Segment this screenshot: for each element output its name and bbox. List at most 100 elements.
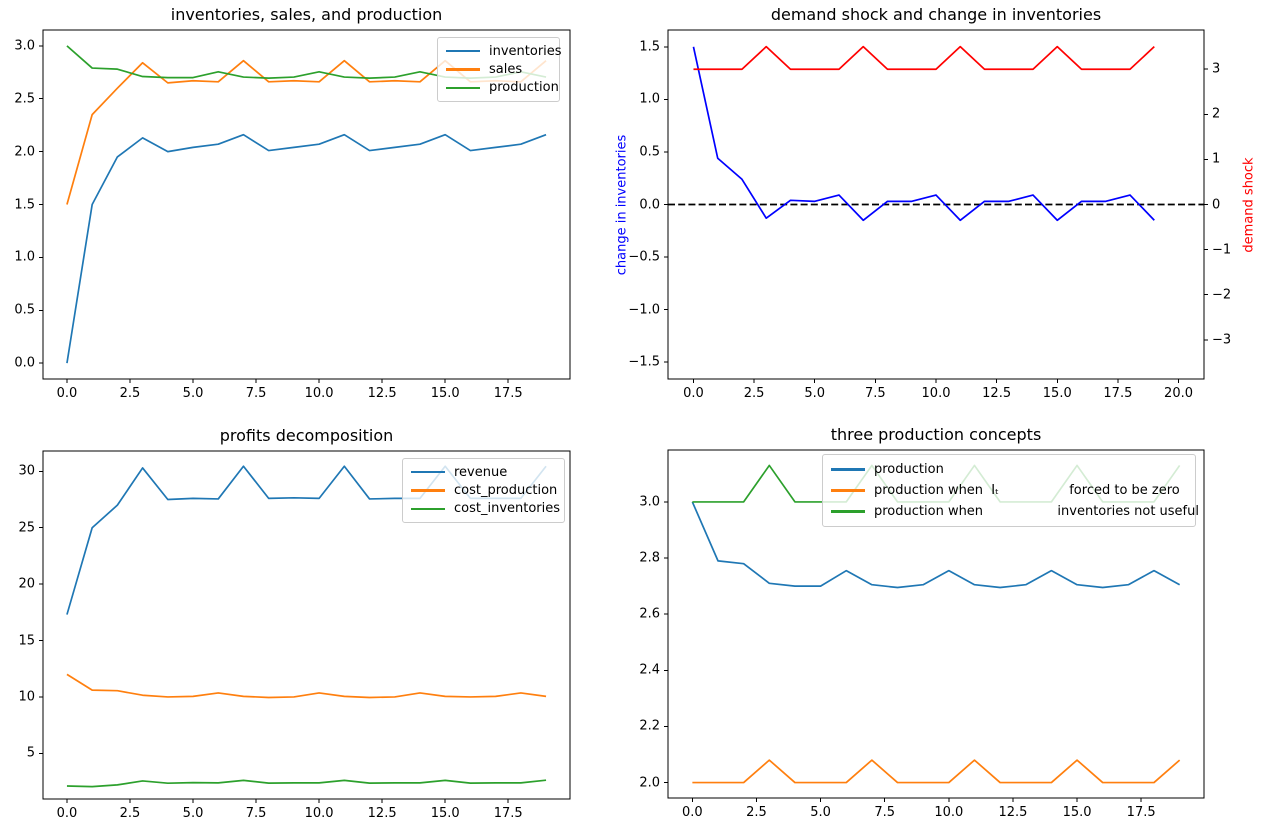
legend-inventories-sales-production: inventories sales production: [437, 37, 562, 102]
x-tick-label: 12.5: [998, 805, 1028, 820]
plot-title-profits-decomposition: profits decomposition: [219, 426, 394, 445]
y-tick-label: 20: [18, 576, 35, 592]
legend-profits-decomposition: revenue cost_production cost_inventories: [402, 458, 565, 523]
x-tick-label: 0.0: [682, 805, 703, 820]
series-line-production: [691, 501, 1181, 589]
x-tick-label: 7.5: [245, 386, 267, 401]
x-tick-label: 0.0: [56, 386, 78, 401]
y-tick-label: 30: [18, 463, 35, 479]
y-tick-label-right: 2: [1212, 106, 1221, 122]
x-tick-label: 17.5: [493, 806, 523, 821]
x-tick-label: 17.5: [1103, 386, 1133, 401]
y-tick-label: 1.0: [14, 249, 35, 265]
legend-entry: inventories: [446, 44, 562, 59]
legend-three-production-concepts: production production when Iₜ forced to b…: [822, 454, 1199, 527]
plot-title-inventories-sales-production: inventories, sales, and production: [170, 5, 443, 24]
legend-entry: production: [446, 80, 559, 95]
y-tick-label: 5: [26, 745, 35, 761]
y-tick-label: 2.2: [639, 718, 660, 734]
x-tick-label: 7.5: [874, 805, 896, 820]
legend-line-swatch: [411, 489, 445, 492]
y-tick-label: 0.0: [639, 197, 660, 212]
y-tick-label: −1.0: [628, 302, 660, 318]
y-tick-label: 25: [18, 520, 35, 536]
y-tick-label-right: −3: [1212, 332, 1232, 348]
legend-entry-label: production when inventories not useful: [874, 504, 1199, 519]
legend-line-swatch: [446, 86, 480, 90]
legend-entry-label: production: [874, 462, 944, 477]
legend-entry-label: inventories: [489, 43, 562, 59]
plot-title-three-production-concepts: three production concepts: [830, 425, 1042, 444]
y-tick-label: 2.0: [14, 144, 35, 160]
axes-border-three-production-concepts: [667, 449, 1205, 799]
legend-entry-label: production: [489, 80, 559, 96]
y-tick-label: 0.5: [639, 144, 660, 160]
legend-entry: sales: [446, 62, 551, 77]
y-tick-label-right: 1: [1212, 151, 1221, 167]
legend-entry-label: production when Iₜ forced to be zero: [874, 483, 1180, 498]
legend-entry-label: cost_inventories: [454, 501, 561, 517]
x-tick-label: 15.0: [430, 806, 460, 821]
legend-line-swatch: [411, 507, 445, 511]
y-tick-label: −0.5: [628, 249, 660, 265]
y-tick-label: 2.5: [14, 91, 35, 107]
x-tick-label: 5.0: [810, 805, 831, 820]
legend-entry-label: sales: [489, 61, 523, 77]
series-line-production-when-i-t-forced-to-be-zero: [692, 759, 1181, 784]
x-tick-label: 12.5: [367, 806, 397, 821]
y-tick-label: 3.0: [14, 38, 35, 54]
y-tick-label: 2.0: [639, 775, 660, 791]
x-tick-label: 10.0: [934, 805, 964, 820]
y-tick-label: 2.4: [639, 662, 660, 678]
legend-entry: revenue: [411, 465, 556, 480]
legend-line-swatch: [411, 470, 445, 474]
legend-entry: production: [831, 462, 1187, 477]
y-tick-label-right: 3: [1212, 61, 1221, 77]
x-tick-label: 0.0: [56, 806, 78, 821]
plot-title-demand-shock-change-in-inventories: demand shock and change in inventories: [770, 5, 1102, 24]
y-tick-label: 10: [18, 689, 35, 705]
y-tick-label: 15: [18, 633, 35, 648]
x-tick-label: 15.0: [430, 386, 460, 401]
x-tick-label: 7.5: [865, 386, 886, 401]
y-tick-label: 1.5: [639, 39, 660, 55]
x-tick-label: 5.0: [182, 386, 204, 401]
y-tick-label: −1.5: [628, 354, 660, 370]
series-line-change-in-inventories: [692, 46, 1155, 222]
legend-line-swatch: [446, 49, 480, 53]
x-tick-label: 17.5: [493, 386, 523, 401]
x-tick-label: 5.0: [182, 806, 204, 821]
y-axis-label-right: demand shock: [1241, 156, 1257, 253]
legend-entry: production when inventories not useful: [831, 504, 1199, 519]
x-tick-label: 20.0: [1164, 386, 1194, 401]
x-tick-label: 17.5: [1126, 805, 1156, 820]
x-tick-label: 10.0: [921, 386, 951, 401]
y-tick-label: 2.6: [639, 606, 660, 622]
series-line-demand-shock: [693, 45, 1155, 71]
series-line-inventories: [66, 133, 547, 364]
x-tick-label: 2.5: [119, 806, 141, 821]
x-tick-label: 5.0: [804, 386, 826, 401]
x-tick-label: 2.5: [743, 386, 765, 401]
x-tick-label: 15.0: [1062, 805, 1092, 820]
series-line-cost-inventories: [66, 779, 547, 788]
axes-border-profits-decomposition: [42, 450, 571, 800]
series-line-cost-production: [66, 673, 547, 699]
x-tick-label: 0.0: [683, 386, 704, 401]
legend-entry: cost_inventories: [411, 501, 560, 516]
y-tick-label-right: −2: [1212, 287, 1232, 303]
x-tick-label: 2.5: [119, 386, 141, 401]
y-tick-label: 3.0: [639, 494, 660, 510]
x-tick-label: 10.0: [304, 806, 334, 821]
x-tick-label: 15.0: [1042, 386, 1072, 401]
legend-line-swatch: [831, 468, 865, 471]
legend-entry-label: revenue: [454, 464, 508, 480]
y-tick-label-right: −1: [1212, 242, 1232, 258]
legend-entry: production when Iₜ forced to be zero: [831, 483, 1187, 498]
y-axis-label-left: change in inventories: [614, 134, 630, 275]
y-tick-label: 0.5: [14, 302, 35, 318]
x-tick-label: 12.5: [367, 386, 397, 401]
legend-line-swatch: [446, 68, 480, 71]
